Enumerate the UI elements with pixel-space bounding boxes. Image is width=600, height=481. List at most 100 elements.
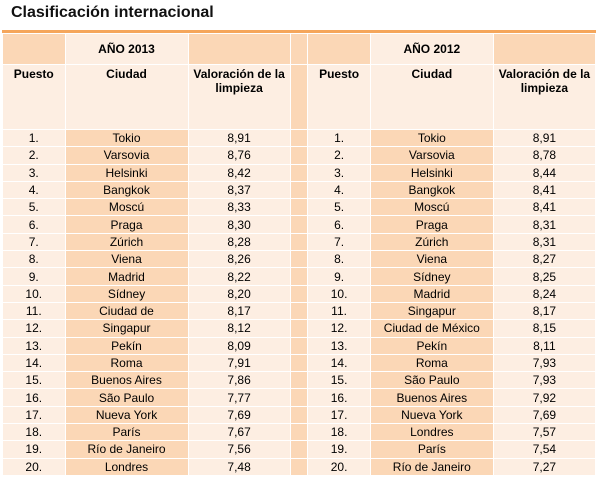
val-cell-2012: 8,27 [493,251,595,268]
city-cell-2012: Roma [370,354,493,372]
pos-cell-2013: 10. [3,285,65,302]
val-cell-2013: 8,28 [188,233,290,251]
pos-cell-2012: 15. [308,372,370,389]
city-cell-2012: Ciudad de México [370,320,493,337]
pos-cell-2012: 5. [308,199,370,216]
table-row: 5. Moscú 8,33 5. Moscú 8,41 [3,199,595,216]
pos-cell-2012: 19. [308,441,370,458]
table-row: 9. Madrid 8,22 9. Sídney 8,25 [3,268,595,285]
year-right-pad-2 [493,34,595,64]
val-cell-2012: 7,27 [493,458,595,475]
city-cell-2012: Varsovia [370,147,493,164]
city-cell-2012: Moscú [370,199,493,216]
pos-cell-2013: 3. [3,164,65,181]
pos-cell-2013: 11. [3,302,65,320]
table-row: 18. París 7,67 18. Londres 7,57 [3,424,595,441]
spacer-cell [290,424,308,441]
spacer-cell [290,320,308,337]
city-cell-2012: São Paulo [370,372,493,389]
pos-cell-2013: 16. [3,389,65,406]
spacer-cell [290,441,308,458]
city-cell-2013: Londres [65,458,188,475]
pos-cell-2012: 12. [308,320,370,337]
table-row: 3. Helsinki 8,42 3. Helsinki 8,44 [3,164,595,181]
pos-cell-2012: 6. [308,216,370,233]
val-cell-2012: 7,92 [493,389,595,406]
val-cell-2012: 7,57 [493,424,595,441]
pos-cell-2013: 1. [3,130,65,147]
pos-cell-2012: 18. [308,424,370,441]
spacer-cell [290,337,308,354]
table-row: 12. Singapur 8,12 12. Ciudad de México 8,15 [3,320,595,337]
table-row: 2. Varsovia 8,76 2. Varsovia 8,78 [3,147,595,164]
city-cell-2013: São Paulo [65,389,188,406]
val-cell-2013: 8,37 [188,181,290,199]
pos-cell-2013: 13. [3,337,65,354]
val-cell-2013: 7,48 [188,458,290,475]
pos-cell-2013: 6. [3,216,65,233]
spacer-cell [290,354,308,372]
pos-cell-2013: 19. [3,441,65,458]
city-cell-2012: Madrid [370,285,493,302]
val-cell-2013: 8,30 [188,216,290,233]
pos-cell-2013: 20. [3,458,65,475]
city-cell-2012: Bangkok [370,181,493,199]
pos-cell-2013: 7. [3,233,65,251]
pos-cell-2012: 20. [308,458,370,475]
val-cell-2012: 8,31 [493,216,595,233]
table-row: 15. Buenos Aires 7,86 15. São Paulo 7,93 [3,372,595,389]
pos-cell-2012: 1. [308,130,370,147]
val-cell-2012: 8,41 [493,181,595,199]
city-cell-2013: Tokio [65,130,188,147]
val-cell-2012: 7,93 [493,354,595,372]
page-title: Clasificación internacional [11,4,214,21]
header-city-2012: Ciudad [370,65,493,129]
table-row: 4. Bangkok 8,37 4. Bangkok 8,41 [3,181,595,199]
spacer-cell [290,389,308,406]
val-cell-2013: 8,17 [188,302,290,320]
city-cell-2012: Pekín [370,337,493,354]
table-row: 7. Zúrich 8,28 7. Zúrich 8,31 [3,233,595,251]
ranking-table-frame: AÑO 2013 AÑO 2012 Puesto Ciudad Valoraci… [2,30,596,476]
pos-cell-2012: 11. [308,302,370,320]
pos-cell-2012: 17. [308,406,370,424]
city-cell-2013: Singapur [65,320,188,337]
city-cell-2013: París [65,424,188,441]
val-cell-2013: 7,91 [188,354,290,372]
spacer-cell [290,181,308,199]
val-cell-2013: 8,42 [188,164,290,181]
val-cell-2012: 8,25 [493,268,595,285]
table-row: 10. Sídney 8,20 10. Madrid 8,24 [3,285,595,302]
val-cell-2013: 8,22 [188,268,290,285]
year-right-pad [308,34,370,64]
city-cell-2013: Bangkok [65,181,188,199]
header-val-2012: Valoración de la limpieza [493,65,595,129]
spacer-cell [290,34,308,64]
val-cell-2012: 8,41 [493,199,595,216]
val-cell-2013: 8,91 [188,130,290,147]
city-cell-2013: Viena [65,251,188,268]
pos-cell-2012: 7. [308,233,370,251]
pos-cell-2012: 16. [308,389,370,406]
table-row: 8. Viena 8,26 8. Viena 8,27 [3,251,595,268]
city-cell-2013: Pekín [65,337,188,354]
year-2012-label: AÑO 2012 [370,34,493,64]
val-cell-2012: 8,11 [493,337,595,354]
pos-cell-2013: 2. [3,147,65,164]
spacer-cell [290,302,308,320]
spacer-cell [290,268,308,285]
val-cell-2013: 7,56 [188,441,290,458]
pos-cell-2013: 4. [3,181,65,199]
table-row: 14. Roma 7,91 14. Roma 7,93 [3,354,595,372]
city-cell-2012: Tokio [370,130,493,147]
city-cell-2012: Nueva York [370,406,493,424]
city-cell-2012: Helsinki [370,164,493,181]
table-row: 20. Londres 7,48 20. Río de Janeiro 7,27 [3,458,595,475]
val-cell-2013: 7,69 [188,406,290,424]
spacer-cell [290,65,308,129]
city-cell-2012: Sídney [370,268,493,285]
city-cell-2013: Zúrich [65,233,188,251]
city-cell-2013: Praga [65,216,188,233]
table-row: 16. São Paulo 7,77 16. Buenos Aires 7,92 [3,389,595,406]
city-cell-2012: París [370,441,493,458]
